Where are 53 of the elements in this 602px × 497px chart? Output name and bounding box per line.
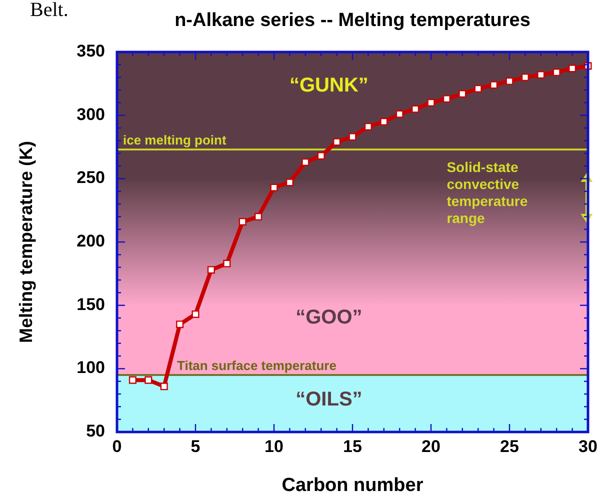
x-tick-label: 15 (343, 437, 362, 456)
point (552, 68, 560, 76)
point (364, 122, 372, 130)
point (568, 64, 576, 72)
point (427, 98, 435, 106)
point (223, 260, 231, 268)
annotation: “OILS” (296, 388, 362, 411)
point (396, 110, 404, 118)
point (270, 184, 278, 192)
ref-line-label: Titan surface temperature (177, 358, 336, 373)
point (474, 84, 482, 92)
ref-line-label: ice melting point (123, 132, 227, 148)
y-tick-label: 150 (76, 294, 105, 314)
point (380, 118, 388, 126)
x-tick-label: 20 (422, 437, 440, 456)
chart-title: n-Alkane series -- Melting temperatures (174, 10, 530, 31)
point (192, 310, 200, 318)
x-tick-label: 30 (578, 437, 598, 456)
point (537, 71, 545, 79)
x-tick-label: 5 (190, 437, 200, 456)
point (176, 320, 184, 328)
point (302, 158, 310, 166)
point (144, 376, 152, 384)
y-tick-label: 50 (86, 421, 105, 440)
x-tick-label: 0 (112, 437, 122, 456)
annotation: Solid-state convective temperature range (446, 158, 528, 226)
y-tick-label: 250 (76, 168, 105, 188)
point (442, 95, 450, 103)
annotation: “GUNK” (290, 74, 368, 96)
x-axis-title: Carbon number (282, 475, 424, 496)
annotation: “GOO” (296, 306, 362, 328)
x-tick-label: 25 (500, 437, 519, 456)
point (254, 212, 262, 220)
point (506, 77, 514, 85)
point (521, 74, 529, 82)
point (348, 133, 356, 141)
point (317, 152, 325, 160)
point (160, 382, 168, 390)
point (458, 90, 466, 98)
point (286, 178, 294, 186)
point (412, 105, 420, 113)
y-tick-label: 350 (76, 41, 105, 60)
y-tick-label: 200 (76, 231, 105, 250)
text: Belt. (30, 0, 68, 21)
point (207, 266, 215, 274)
point (128, 376, 136, 384)
point (490, 81, 498, 89)
point (238, 218, 246, 226)
x-tick-label: 10 (264, 437, 284, 456)
y-axis-title: Melting temperature (K) (16, 140, 36, 344)
y-tick-label: 300 (76, 104, 105, 124)
point (333, 138, 341, 146)
y-tick-label: 100 (76, 358, 105, 378)
